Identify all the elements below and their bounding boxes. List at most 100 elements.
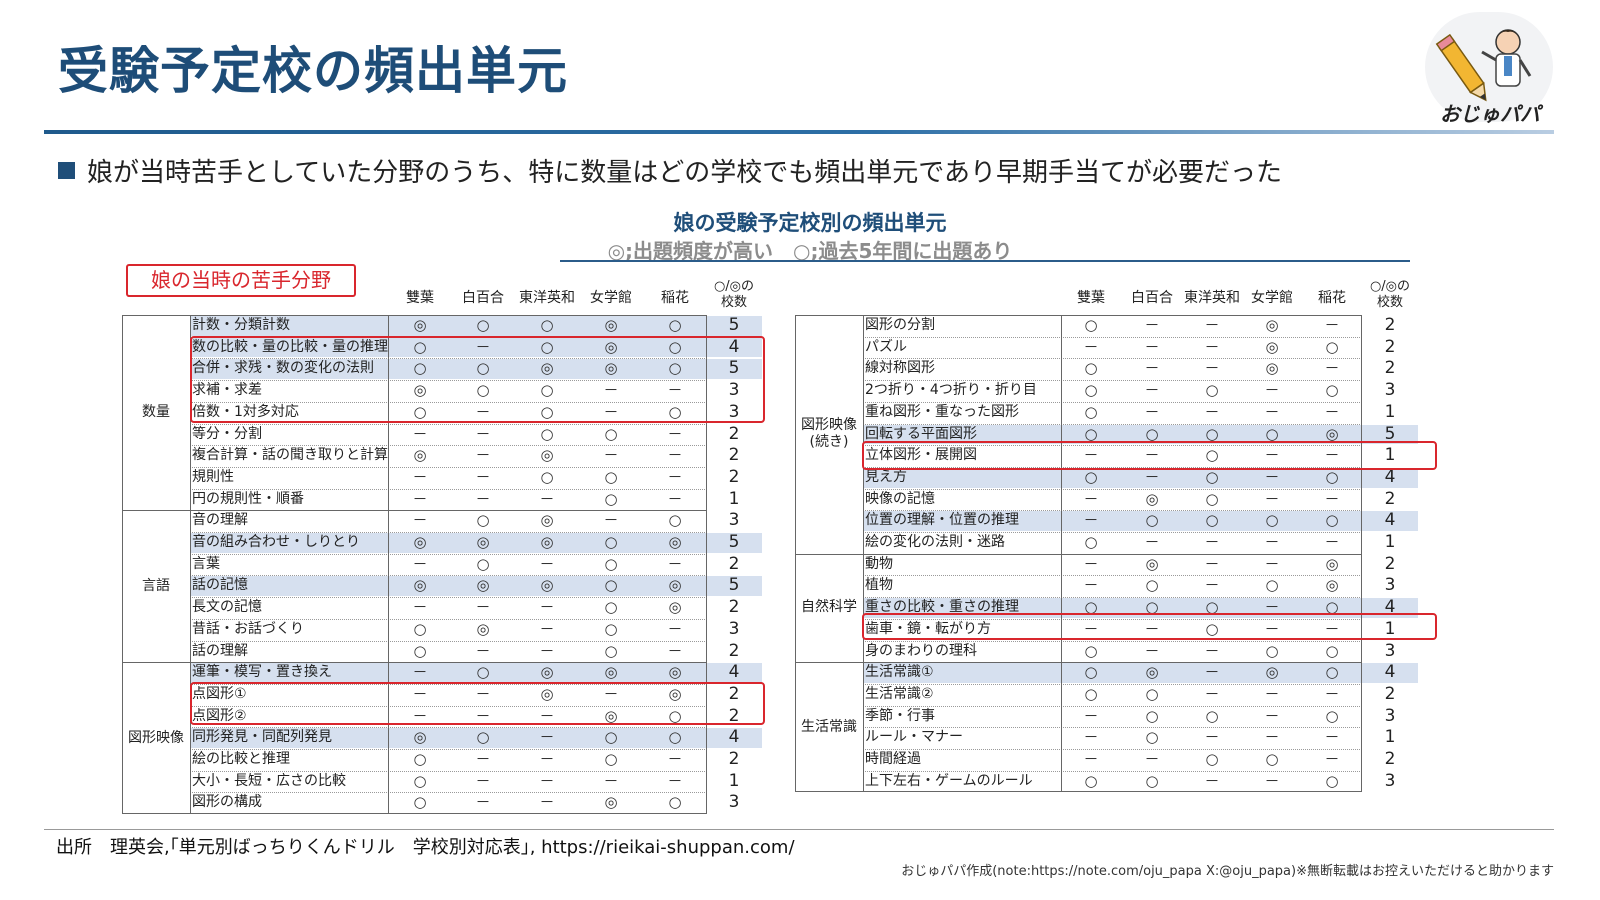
mark-cell: － [1324,533,1340,551]
mark-cell: － [1204,641,1220,660]
unit-name: 求補・求差 [192,382,262,399]
mark-cell: ○ [1205,446,1219,465]
mark-cell: ○ [476,316,490,334]
mark-cell: ○ [1084,359,1098,378]
mark-cell: ◎ [604,359,618,378]
mark-cell: － [1264,489,1280,508]
mark-cell: ◎ [476,576,490,595]
mark-cell: ○ [604,533,618,551]
row-band [190,359,762,380]
row-separator [190,466,707,468]
logo-text: おじゅパパ [1440,102,1540,126]
row-separator [190,488,707,490]
unit-name: 生活常識① [865,664,934,681]
mark-cell: ○ [604,641,618,660]
row-separator [863,618,1362,620]
row-band [190,533,762,553]
unit-name: 合併・求残・数の変化の法則 [192,360,374,377]
mark-cell: ◎ [413,576,427,595]
group-name: 図形映像 (続き) [801,417,857,451]
mark-cell: － [603,381,619,400]
row-separator [863,336,1362,338]
mark-cell: ○ [1205,619,1219,638]
mark-cell: ◎ [668,533,682,551]
unit-name: 数の比較・量の比較・量の推理 [192,338,388,355]
row-band [863,663,1418,683]
unit-name: 規則性 [192,468,234,485]
mark-cell: ◎ [413,316,427,334]
mark-cell: － [1204,402,1220,421]
row-separator [190,380,707,382]
mark-cell: － [1324,750,1340,768]
mark-cell: ○ [1084,467,1098,486]
mark-cell: ○ [540,467,554,486]
mark-cell: － [1324,446,1340,465]
count-value: 3 [728,618,740,639]
mark-cell: － [539,771,555,790]
count-value: 2 [1384,553,1396,574]
mark-cell: － [1204,663,1220,682]
mark-cell: － [667,619,683,638]
count-value: 5 [1384,423,1396,444]
unit-name: 絵の変化の法則・迷路 [865,534,1005,550]
mark-cell: － [1264,684,1280,703]
unit-name: 点図形② [192,707,247,724]
lead-bullet: 娘が当時苦手としていた分野のうち、特に数量はどの学校でも頻出単元であり早期手当て… [58,152,1282,189]
count-value: 2 [728,683,740,704]
mark-cell: － [603,446,619,465]
mark-cell: ○ [540,402,554,421]
unit-name: 長文の記憶 [192,599,262,616]
mark-cell: － [1264,467,1280,486]
mark-cell: － [1144,750,1160,768]
count-value: 2 [728,749,740,769]
mark-cell: ○ [1325,381,1339,400]
mark-cell: ○ [1084,598,1098,617]
mark-cell: ◎ [413,728,427,747]
mark-cell: － [475,793,491,812]
unit-name: 図形の分割 [865,317,935,333]
group-separator [122,510,707,512]
mark-cell: － [1264,619,1280,638]
row-separator [190,727,707,729]
mark-cell: － [412,706,428,725]
mark-cell: ◎ [604,706,618,725]
unit-name: 絵の比較と推理 [192,751,290,767]
count-value: 3 [728,401,740,422]
mark-cell: ○ [413,402,427,421]
count-header-line: 校数 [720,295,747,310]
mark-cell: ◎ [604,663,618,682]
mark-cell: － [539,750,555,768]
unit-name: 時間経過 [865,751,921,767]
mark-cell: － [412,663,428,682]
count-value: 5 [728,315,740,335]
mark-cell: ○ [1205,424,1219,443]
row-separator [863,597,1362,599]
lead-text: 娘が当時苦手としていた分野のうち、特に数量はどの学校でも頻出単元であり早期手当て… [87,158,1282,188]
weak-area-highlight [862,613,1437,640]
mark-cell: － [1083,750,1099,768]
mark-cell: － [1083,728,1099,747]
mark-cell: ○ [1205,489,1219,508]
mark-cell: － [1324,619,1340,638]
unit-name: 重ね図形・重なった図形 [865,403,1019,420]
mark-cell: － [667,381,683,400]
mark-cell: － [1144,619,1160,638]
unit-name: 大小・長短・広さの比較 [192,772,346,789]
unit-name: 複合計算・話の聞き取りと計算 [192,447,388,464]
mark-cell: ○ [476,359,490,378]
mark-cell: － [1324,359,1340,378]
mark-cell: － [603,684,619,703]
row-band [190,663,762,683]
row-separator [863,640,1362,642]
count-header-line: ○/◎の [713,279,755,294]
count-value: 4 [1384,510,1396,531]
mark-cell: ○ [1145,728,1159,747]
unit-name: 点図形① [192,685,247,702]
row-band [190,337,762,358]
row-separator [863,488,1362,490]
mark-cell: － [1204,359,1220,378]
mark-cell: ○ [1084,663,1098,682]
mark-cell: － [412,554,428,573]
group-separator [795,662,1362,664]
mark-cell: ◎ [1325,424,1339,443]
